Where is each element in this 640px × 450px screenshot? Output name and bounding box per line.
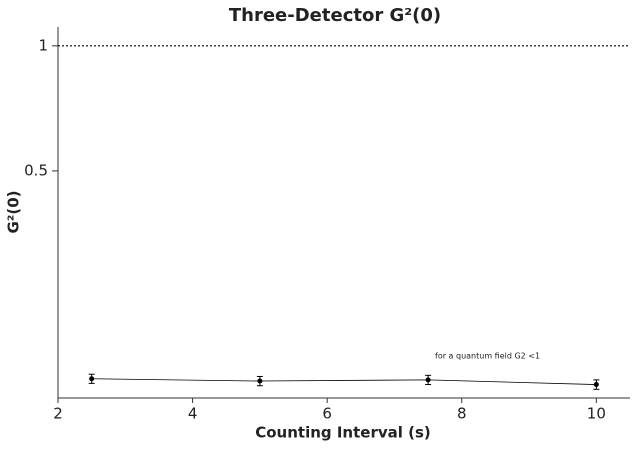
annotation: for a quantum field G2 <1 [435,352,540,361]
series-line [91,378,597,385]
point [593,382,599,388]
y-tick-label: 0.5 [24,161,48,179]
x-tick-label: 4 [188,405,198,423]
point [257,378,263,384]
point [425,377,431,383]
x-tick-label: 8 [457,405,467,423]
chart-title: Three-Detector G²(0) [229,5,441,26]
x-tick-label: 2 [53,405,63,423]
point [89,376,95,382]
y-tick-label: 1 [38,36,48,54]
x-tick-label: 6 [322,405,332,423]
y-axis-label: G²(0) [5,190,23,233]
x-tick-label: 10 [587,405,606,423]
x-axis-label: Counting Interval (s) [255,424,431,442]
